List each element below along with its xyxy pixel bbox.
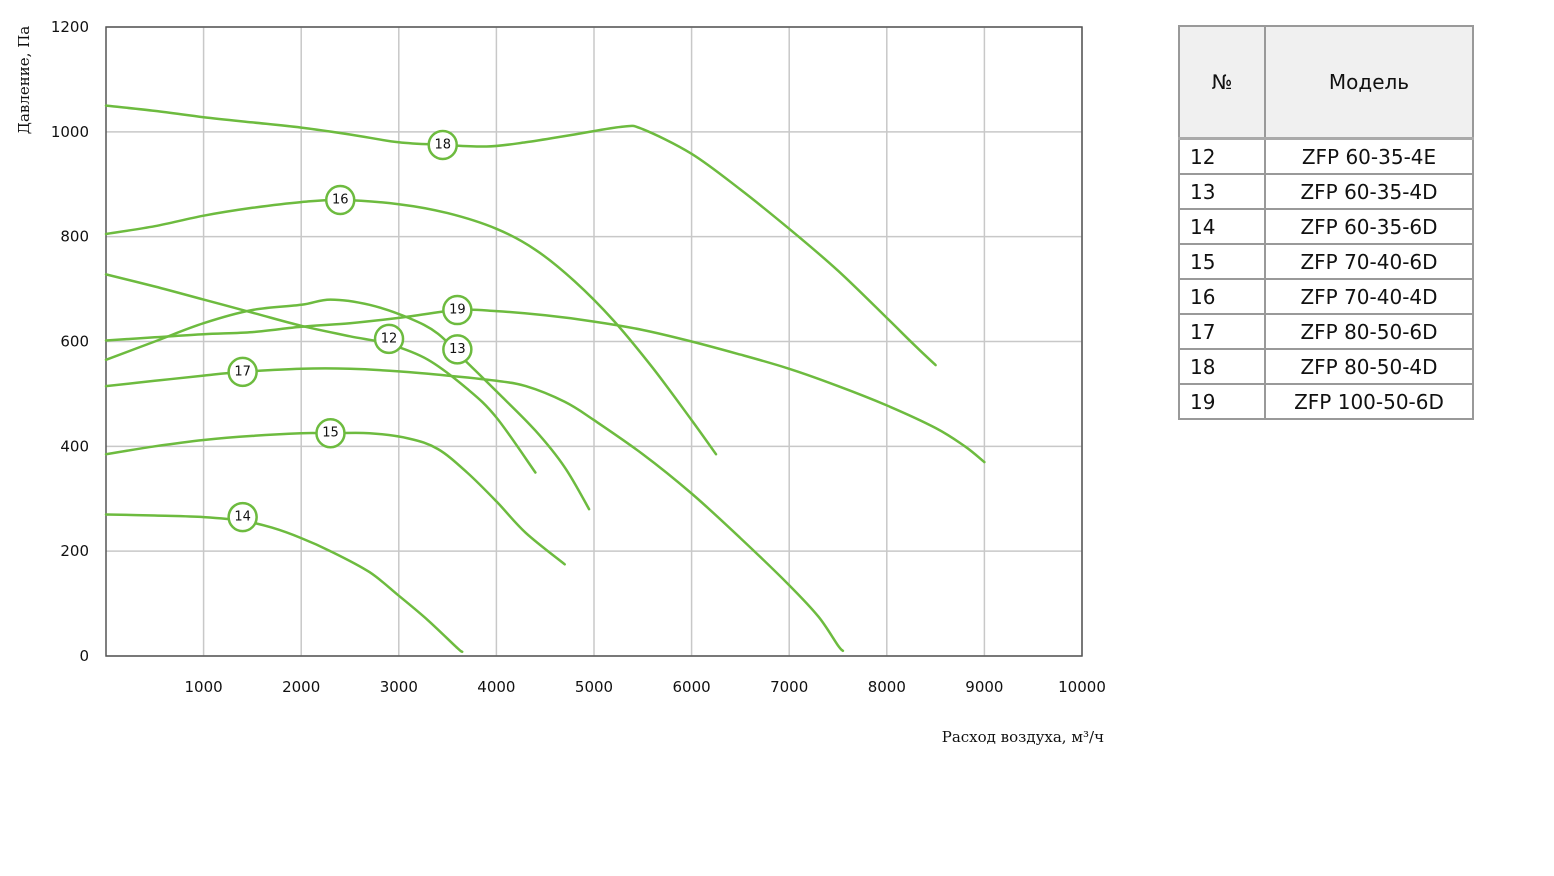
curve-label-16: 16 bbox=[324, 184, 356, 216]
curve-label-15: 15 bbox=[315, 417, 346, 449]
x-axis-title: Расход воздуха, м³/ч bbox=[942, 728, 1104, 746]
row-model: ZFP 100-50-6D bbox=[1264, 383, 1474, 420]
x-tick-label: 7000 bbox=[770, 678, 808, 696]
y-tick-label: 800 bbox=[60, 228, 89, 246]
table-row: 12 ZFP 60-35-4E bbox=[1178, 137, 1474, 175]
y-tick-label: 0 bbox=[79, 647, 89, 665]
y-tick-label: 200 bbox=[60, 542, 89, 560]
curve-label-circle bbox=[427, 129, 458, 161]
row-num: 19 bbox=[1178, 383, 1266, 420]
table-row: 17 ZFP 80-50-6D bbox=[1178, 313, 1474, 350]
curve-label-text: 17 bbox=[234, 364, 251, 379]
model-table: № Модель 12 ZFP 60-35-4E 13 ZFP 60-35-4D 1… bbox=[1178, 25, 1474, 420]
curve-13 bbox=[104, 298, 591, 511]
curve-label-circle bbox=[227, 356, 258, 388]
table-row: 13 ZFP 60-35-4D bbox=[1178, 173, 1474, 210]
curve-label-text: 14 bbox=[234, 510, 251, 525]
y-axis-title: Давление, Па bbox=[15, 26, 33, 134]
x-tick-label: 10000 bbox=[1058, 678, 1106, 696]
x-tick-label: 4000 bbox=[477, 678, 515, 696]
x-tick-label: 5000 bbox=[575, 678, 613, 696]
curve-label-14: 14 bbox=[227, 501, 258, 533]
curve-label-13: 13 bbox=[442, 334, 473, 365]
row-num: 16 bbox=[1178, 278, 1266, 315]
curve-label-circle bbox=[442, 294, 473, 326]
curve-label-19: 19 bbox=[442, 294, 473, 326]
table-header-row: № Модель bbox=[1178, 25, 1474, 140]
row-num: 18 bbox=[1178, 348, 1266, 385]
curve-17 bbox=[104, 367, 845, 653]
y-tick-labels: 0 200 400 600 800 1000 1200 bbox=[51, 18, 89, 665]
curve-12 bbox=[104, 273, 537, 474]
curve-label-17: 17 bbox=[227, 356, 258, 388]
row-model: ZFP 80-50-4D bbox=[1264, 348, 1474, 385]
x-tick-label: 6000 bbox=[673, 678, 711, 696]
curve-15 bbox=[104, 431, 566, 566]
y-tick-label: 1000 bbox=[51, 123, 89, 141]
row-num: 15 bbox=[1178, 243, 1266, 280]
curve-label-text: 15 bbox=[322, 426, 339, 441]
row-model: ZFP 70-40-6D bbox=[1264, 243, 1474, 280]
row-model: ZFP 60-35-4D bbox=[1264, 173, 1474, 210]
header-model: Модель bbox=[1264, 25, 1474, 140]
row-model: ZFP 60-35-4E bbox=[1264, 137, 1474, 175]
curve-label-circle bbox=[315, 417, 346, 449]
curve-16 bbox=[104, 198, 718, 456]
row-num: 13 bbox=[1178, 173, 1266, 210]
row-model: ZFP 60-35-6D bbox=[1264, 208, 1474, 245]
row-num: 14 bbox=[1178, 208, 1266, 245]
curve-18 bbox=[104, 104, 937, 367]
curve-label-circle bbox=[442, 334, 473, 365]
curve-label-text: 16 bbox=[332, 192, 349, 207]
curve-19 bbox=[104, 308, 986, 464]
curve-label-text: 12 bbox=[381, 331, 398, 346]
curve-label-circle bbox=[373, 323, 405, 355]
y-tick-label: 400 bbox=[60, 437, 89, 455]
curve-label-12: 12 bbox=[373, 323, 405, 355]
curve-label-circle bbox=[227, 501, 258, 533]
header-num: № bbox=[1178, 25, 1266, 140]
curve-label-18: 18 bbox=[427, 129, 458, 161]
curve-label-circle bbox=[324, 184, 356, 216]
x-tick-label: 1000 bbox=[185, 678, 223, 696]
y-tick-label: 600 bbox=[60, 333, 89, 351]
table-row: 16 ZFP 70-40-4D bbox=[1178, 278, 1474, 315]
row-model: ZFP 80-50-6D bbox=[1264, 313, 1474, 350]
curve-14 bbox=[104, 513, 464, 654]
table-row: 15 ZFP 70-40-6D bbox=[1178, 243, 1474, 280]
table-row: 14 ZFP 60-35-6D bbox=[1178, 208, 1474, 245]
table-row: 19 ZFP 100-50-6D bbox=[1178, 383, 1474, 420]
row-num: 12 bbox=[1178, 137, 1266, 175]
curve-label-text: 13 bbox=[449, 342, 466, 357]
series-markers: 12 13 14 15 16 17 18 19 bbox=[227, 129, 473, 533]
y-tick-label: 1200 bbox=[51, 18, 89, 36]
curve-label-text: 18 bbox=[434, 137, 451, 152]
x-tick-label: 9000 bbox=[965, 678, 1003, 696]
x-tick-label: 8000 bbox=[868, 678, 906, 696]
row-num: 17 bbox=[1178, 313, 1266, 350]
x-tick-labels: 1000 2000 3000 4000 5000 6000 7000 8000 9000 1000… bbox=[185, 678, 1106, 696]
curve-label-text: 19 bbox=[449, 303, 466, 318]
x-tick-label: 2000 bbox=[282, 678, 320, 696]
x-tick-label: 3000 bbox=[380, 678, 418, 696]
table-row: 18 ZFP 80-50-4D bbox=[1178, 348, 1474, 385]
row-model: ZFP 70-40-4D bbox=[1264, 278, 1474, 315]
